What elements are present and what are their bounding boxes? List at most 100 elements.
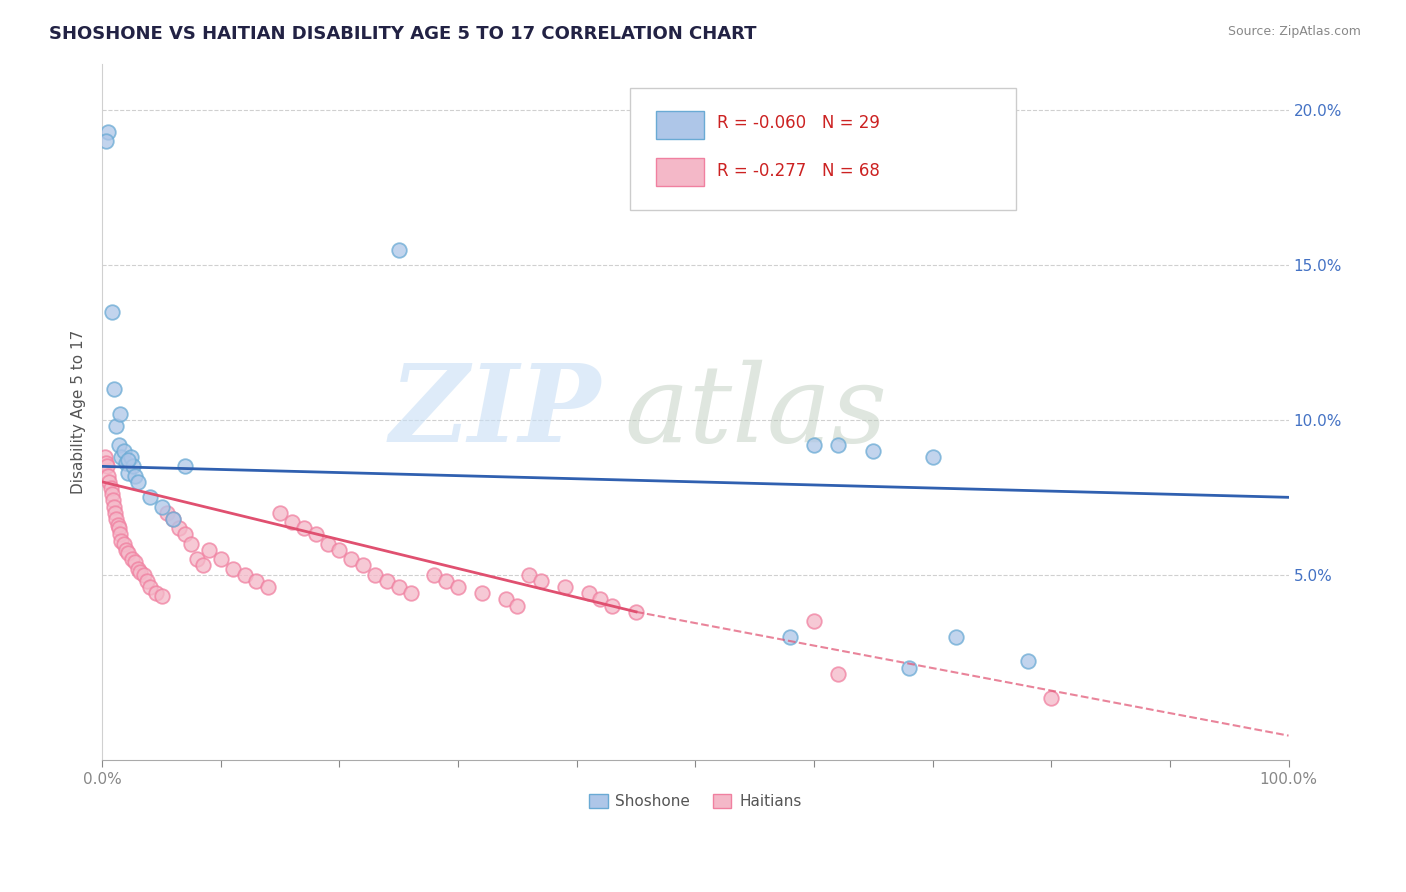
Point [120,450,142,464]
Point [447,580,470,594]
Point [180,537,202,551]
Point [233,567,256,582]
Point [779,630,801,644]
Text: R = -0.277   N = 68: R = -0.277 N = 68 [717,161,880,179]
Point [104,506,127,520]
Point [316,537,339,551]
Point [269,506,291,520]
Bar [657,158,703,186]
Point [897,660,920,674]
Point [186,552,208,566]
Point [127,561,149,575]
Point [174,527,197,541]
Point [108,521,131,535]
Point [145,586,167,600]
Point [97,125,120,139]
Point [602,599,624,613]
Text: Source: ZipAtlas.com: Source: ZipAtlas.com [1227,25,1361,38]
Point [364,567,387,582]
Point [124,555,146,569]
Point [105,419,128,434]
Point [117,453,139,467]
Point [121,552,143,566]
FancyBboxPatch shape [630,88,1015,211]
Point [108,527,131,541]
Point [100,487,122,501]
Point [624,605,647,619]
Point [103,382,125,396]
Point [222,561,245,575]
Point [471,586,494,600]
Point [506,599,529,613]
Point [156,506,179,520]
Point [554,580,576,594]
Point [117,466,139,480]
Point [434,574,457,588]
Point [292,521,315,535]
Y-axis label: Disability Age 5 to 17: Disability Age 5 to 17 [72,330,86,494]
Point [105,512,128,526]
Point [1017,654,1039,668]
Point [862,444,884,458]
Point [921,450,943,464]
Point [112,537,135,551]
Point [257,580,280,594]
Point [150,500,173,514]
Point [127,475,149,489]
Point [495,592,517,607]
Point [129,565,152,579]
Point [100,481,122,495]
Point [423,567,446,582]
Point [115,543,138,558]
Point [517,567,540,582]
Point [136,574,159,588]
Point [198,543,221,558]
Point [305,527,328,541]
Point [108,407,131,421]
Point [945,630,967,644]
Point [803,438,825,452]
Point [108,438,131,452]
Point [1040,691,1063,706]
Point [162,512,184,526]
Point [93,450,115,464]
Point [827,438,849,452]
Point [589,592,612,607]
Point [101,493,124,508]
Point [375,574,398,588]
Point [209,552,232,566]
Point [138,491,160,505]
Point [98,475,121,489]
Point [328,543,350,558]
Point [122,459,145,474]
Point [100,304,122,318]
Text: ZIP: ZIP [389,359,600,466]
Point [169,521,191,535]
Point [174,459,197,474]
Point [138,580,160,594]
Point [352,558,374,573]
Text: R = -0.060   N = 29: R = -0.060 N = 29 [717,114,880,132]
Point [388,580,411,594]
Point [281,515,304,529]
Point [530,574,553,588]
Text: atlas: atlas [624,359,887,465]
Point [578,586,600,600]
Point [340,552,363,566]
Point [191,558,214,573]
Point [112,444,135,458]
Point [94,456,117,470]
Point [115,456,138,470]
Point [245,574,267,588]
Point [103,500,125,514]
Point [132,567,155,582]
Point [107,518,129,533]
Point [117,546,139,560]
Point [110,533,132,548]
Point [97,468,120,483]
Point [96,459,118,474]
Point [150,590,173,604]
Point [803,614,825,628]
Point [94,135,117,149]
Bar [657,111,703,138]
